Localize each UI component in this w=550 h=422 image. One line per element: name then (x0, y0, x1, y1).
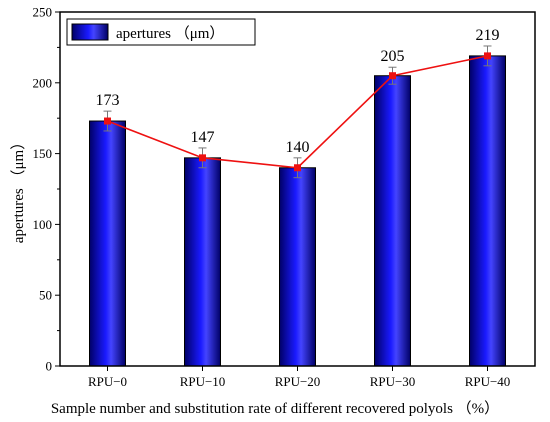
data-labels-layer: 173 147 140 205 219 (96, 27, 500, 156)
bars-layer (89, 55, 506, 367)
data-label: 140 (286, 139, 310, 156)
y-axis-title: apertures （μm） (10, 135, 27, 243)
x-tick-label: RPU−30 (370, 374, 416, 389)
y-tick-label: 250 (33, 5, 53, 20)
y-tick-label: 0 (46, 359, 53, 374)
error-bars-layer (103, 45, 492, 179)
y-tick-label: 200 (33, 75, 53, 90)
line-marker (199, 154, 206, 162)
bar (89, 120, 126, 367)
x-axis-title: Sample number and substitution rate of d… (51, 400, 499, 417)
legend-swatch (71, 23, 109, 41)
y-axis: 0 50 100 150 200 250 (33, 5, 60, 374)
legend: apertures （μm） (66, 18, 256, 46)
line-marker (294, 164, 301, 172)
x-tick-label: RPU−20 (275, 374, 321, 389)
bar (469, 55, 506, 367)
data-label: 205 (381, 48, 405, 65)
bar (184, 157, 221, 367)
line-marker (484, 52, 491, 60)
x-axis: RPU−0 RPU−10 RPU−20 RPU−30 RPU−40 (88, 366, 510, 389)
y-tick-label: 100 (33, 217, 53, 232)
bar (279, 167, 316, 367)
x-tick-label: RPU−0 (88, 374, 127, 389)
data-label: 173 (96, 92, 120, 109)
data-label: 219 (476, 27, 500, 44)
line-layer (104, 52, 491, 172)
y-tick-label: 150 (33, 146, 53, 161)
data-label: 147 (191, 129, 215, 146)
x-tick-label: RPU−40 (465, 374, 511, 389)
legend-label: apertures （μm） (116, 25, 224, 42)
line-marker (104, 117, 111, 125)
bar (374, 75, 411, 367)
y-tick-label: 50 (39, 288, 52, 303)
line-marker (389, 72, 396, 80)
x-tick-label: RPU−10 (180, 374, 226, 389)
